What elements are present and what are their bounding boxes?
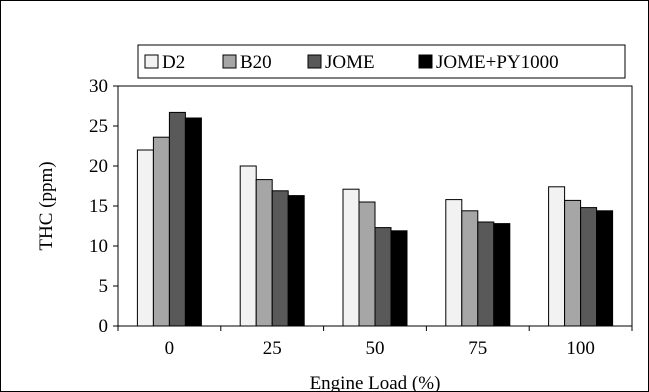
y-axis-title: THC (ppm): [36, 161, 57, 250]
legend-label: B20: [240, 52, 272, 73]
axes-layer: 0 5 10 15 20 25 30 0 25 50 75 100: [89, 76, 633, 359]
x-tick-label: 50: [366, 338, 385, 359]
legend-label: D2: [162, 52, 185, 73]
x-tick-label: 100: [566, 338, 595, 359]
bar-d2-75: [445, 199, 463, 327]
y-tick-label: 15: [89, 196, 108, 217]
x-tick-label: 75: [468, 338, 487, 359]
y-tick-label: 10: [89, 236, 108, 257]
bar-jome-py1000-75: [493, 223, 511, 327]
bar-d2-100: [548, 186, 566, 327]
bar-jome-25: [271, 190, 289, 327]
bar-d2-50: [342, 188, 360, 327]
bar-b20-50: [358, 201, 376, 327]
legend-swatch-d2: [144, 54, 159, 69]
bar-jome-100: [580, 207, 598, 327]
legend-swatch-jome: [307, 54, 322, 69]
y-tick-label: 0: [99, 316, 109, 337]
bar-b20-25: [255, 179, 273, 327]
legend-swatch-b20: [222, 54, 237, 69]
bar-b20-75: [461, 210, 479, 327]
bar-jome-py1000-25: [287, 195, 305, 327]
legend-label: JOME+PY1000: [436, 52, 559, 73]
y-tick-label: 30: [89, 76, 108, 97]
bar-jome-py1000-50: [390, 230, 408, 327]
bar-b20-0: [152, 136, 170, 327]
y-tick-label: 25: [89, 116, 108, 137]
bars-layer: [136, 111, 614, 327]
bar-jome-py1000-0: [184, 117, 202, 327]
legend: D2 B20 JOME JOME+PY1000: [137, 44, 626, 79]
bar-d2-0: [136, 149, 154, 327]
y-tick-label: 5: [99, 276, 109, 297]
bar-b20-100: [564, 199, 582, 327]
x-tick-label: 25: [263, 338, 282, 359]
bar-jome-py1000-100: [596, 210, 614, 327]
x-axis-title: Engine Load (%): [310, 373, 441, 392]
bar-d2-25: [239, 165, 257, 327]
y-tick-label: 20: [89, 156, 108, 177]
bar-jome-0: [168, 111, 186, 327]
legend-swatch-jome-py1000: [418, 54, 433, 69]
bar-jome-75: [477, 221, 495, 327]
legend-box: [137, 44, 626, 79]
bar-jome-50: [374, 227, 392, 327]
legend-label: JOME: [325, 52, 375, 73]
x-tick-label: 0: [165, 338, 175, 359]
